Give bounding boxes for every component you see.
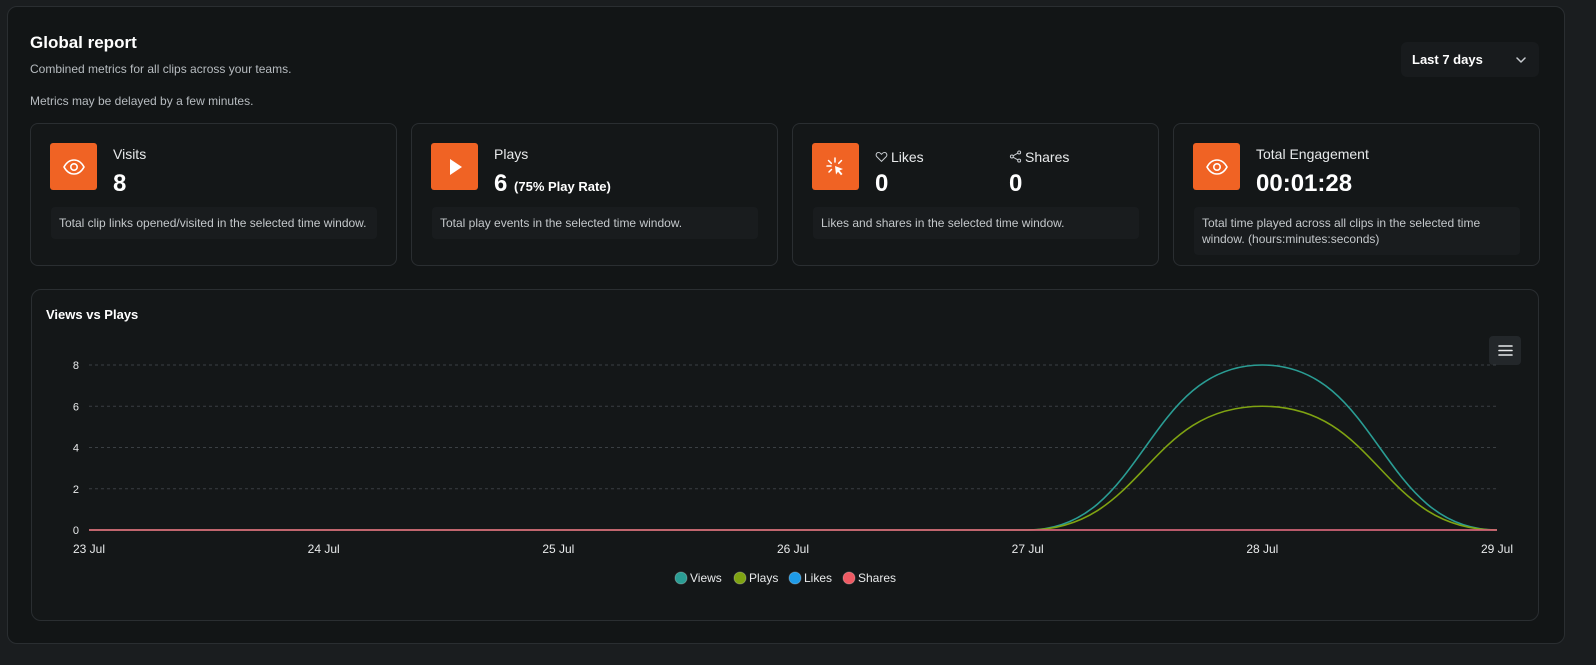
- shares-label-row: Shares: [1009, 149, 1069, 165]
- share-icon: [1009, 150, 1022, 163]
- y-tick-label: 2: [73, 484, 79, 496]
- delay-note: Metrics may be delayed by a few minutes.: [30, 94, 254, 108]
- plays-label: Plays: [494, 146, 529, 162]
- plays-icon-box: [431, 143, 478, 190]
- legend-marker-likes: [788, 571, 802, 585]
- shares-value: 0: [1009, 170, 1023, 197]
- likes-label: Likes: [891, 149, 924, 165]
- chart-title: Views vs Plays: [46, 307, 139, 322]
- visits-icon-box: [50, 143, 97, 190]
- plays-value-row: 6 (75% Play Rate): [494, 170, 611, 198]
- likes-value: 0: [875, 170, 889, 197]
- visits-card: Visits 8 Total clip links opened/visited…: [30, 123, 397, 266]
- chevron-down-icon: [1516, 56, 1526, 63]
- views-vs-plays-chart-card: [31, 289, 1539, 621]
- engagement-value: 00:01:28: [1256, 170, 1353, 197]
- legend-marker-plays: [733, 571, 747, 585]
- hamburger-menu-icon: [1497, 345, 1513, 356]
- heart-icon: [875, 151, 888, 163]
- engagement-card: Total Engagement 00:01:28 Total time pla…: [1173, 123, 1540, 266]
- plays-card: Plays 6 (75% Play Rate) Total play event…: [411, 123, 778, 266]
- legend-marker-shares: [842, 571, 856, 585]
- likes-label-row: Likes: [875, 149, 924, 165]
- eye-icon: [1205, 158, 1228, 175]
- social-icon-box: [812, 143, 859, 190]
- cursor-click-icon: [825, 156, 843, 175]
- visits-label: Visits: [113, 146, 147, 162]
- legend-label-views: Views: [690, 571, 722, 585]
- page-subtitle: Combined metrics for all clips across yo…: [30, 62, 292, 76]
- x-tick-label: 27 Jul: [1012, 542, 1044, 556]
- series-line-plays: [88, 405, 1498, 531]
- plays-value: 6: [494, 170, 508, 197]
- x-tick-label: 29 Jul: [1481, 542, 1513, 556]
- y-tick-label: 6: [73, 401, 79, 413]
- date-range-select[interactable]: Last 7 days: [1401, 42, 1539, 77]
- chart-menu-button[interactable]: [1489, 336, 1521, 365]
- legend-label-plays: Plays: [749, 571, 778, 585]
- engagement-label: Total Engagement: [1256, 146, 1369, 162]
- x-tick-label: 28 Jul: [1246, 542, 1278, 556]
- y-tick-label: 0: [73, 525, 79, 537]
- social-description: Likes and shares in the selected time wi…: [813, 207, 1139, 239]
- visits-value: 8: [113, 170, 127, 197]
- eye-icon: [62, 158, 85, 175]
- y-tick-label: 8: [73, 360, 79, 372]
- x-tick-label: 26 Jul: [777, 542, 809, 556]
- legend-marker-views: [674, 571, 688, 585]
- likes-shares-card: Likes 0 Shares 0 Likes and shares in the…: [792, 123, 1159, 266]
- date-range-label: Last 7 days: [1412, 52, 1483, 67]
- engagement-icon-box: [1193, 143, 1240, 190]
- engagement-description: Total time played across all clips in th…: [1194, 207, 1520, 255]
- legend-label-likes: Likes: [804, 571, 832, 585]
- x-tick-label: 24 Jul: [308, 542, 340, 556]
- x-tick-label: 25 Jul: [542, 542, 574, 556]
- plays-description: Total play events in the selected time w…: [432, 207, 758, 239]
- legend-label-shares: Shares: [858, 571, 896, 585]
- shares-label: Shares: [1025, 149, 1070, 165]
- visits-description: Total clip links opened/visited in the s…: [51, 207, 377, 239]
- play-icon: [449, 158, 462, 175]
- x-tick-label: 23 Jul: [73, 542, 105, 556]
- play-rate: (75% Play Rate): [514, 179, 611, 194]
- y-tick-label: 4: [73, 443, 79, 455]
- page-title: Global report: [30, 33, 137, 52]
